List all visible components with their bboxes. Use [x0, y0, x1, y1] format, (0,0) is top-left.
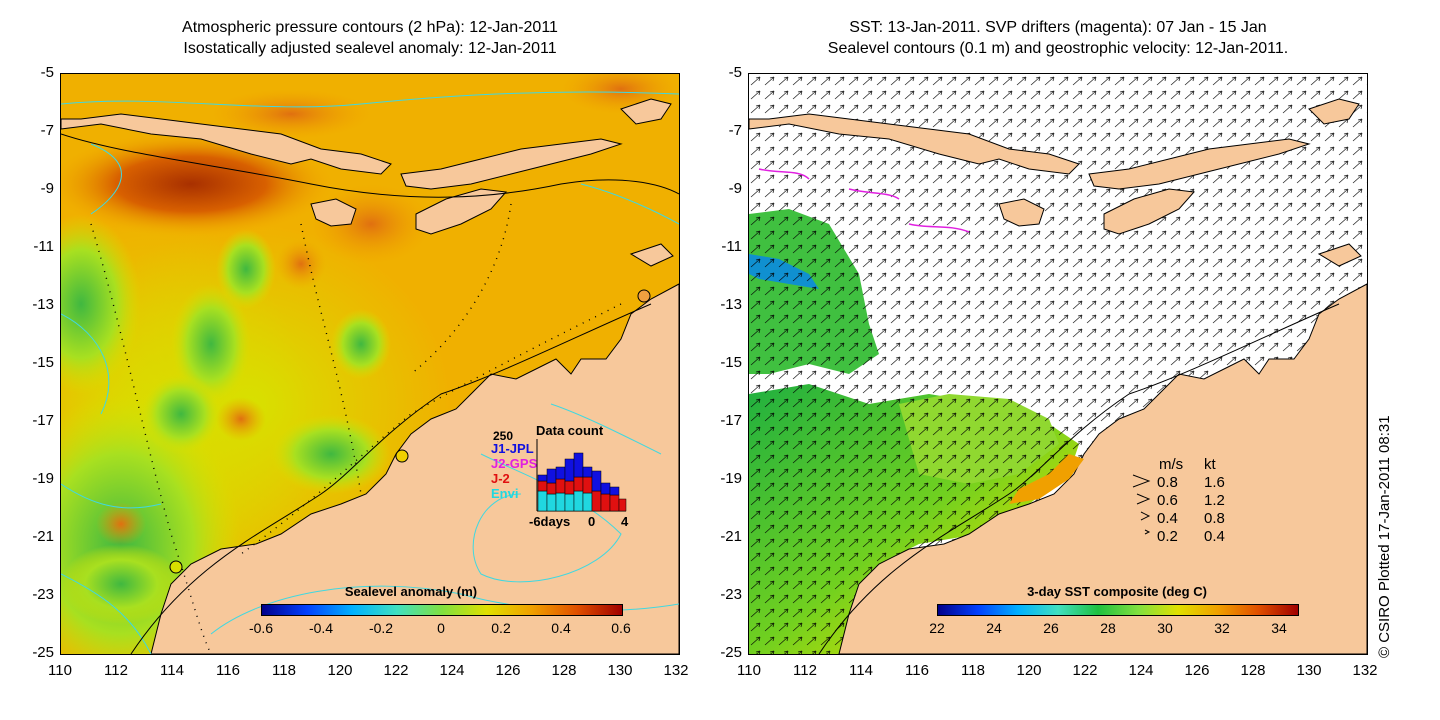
data-count-inset: Data count 250 J1-JPL J2-GPS J-2 Envi -6…: [491, 419, 641, 529]
left-xtick-9: 128: [551, 662, 577, 679]
inset-bars: [536, 439, 627, 512]
right-cbar-tick-6: 34: [1271, 620, 1287, 636]
right-title-line1: SST: 13-Jan-2011. SVP drifters (magenta)…: [849, 19, 1267, 36]
right-ytick-9: -23: [720, 586, 742, 603]
csiro-credit: © CSIRO Plotted 17-Jan-2011 08:31: [1376, 415, 1393, 658]
legend-ms-1: 0.6: [1157, 492, 1178, 509]
right-ytick-0: -5: [728, 64, 742, 81]
left-cbar-tick-3: 0: [437, 620, 445, 636]
left-ytick-8: -21: [32, 528, 54, 545]
right-ytick-2: -9: [728, 180, 742, 197]
right-xtick-4: 118: [961, 662, 985, 679]
right-xtick-6: 122: [1072, 662, 1098, 679]
right-ytick-8: -21: [720, 528, 742, 545]
sst-velocity-map[interactable]: m/s kt 0.8 1.6 0.6 1.2 0.4 0.8 0.2 0.4 3…: [748, 73, 1368, 655]
inset-max-label: 250: [493, 429, 514, 443]
velocity-legend: m/s kt 0.8 1.6 0.6 1.2 0.4 0.8 0.2 0.4: [1129, 454, 1239, 545]
right-ytick-6: -17: [720, 412, 742, 429]
left-xtick-4: 118: [272, 662, 296, 679]
inset-title: Data count: [536, 423, 604, 438]
legend-header-ms: m/s: [1159, 456, 1184, 473]
left-ytick-5: -15: [32, 354, 54, 371]
left-xtick-1: 112: [104, 662, 128, 679]
left-xtick-8: 126: [495, 662, 521, 679]
legend-kt-1: 1.2: [1204, 492, 1225, 509]
left-ytick-7: -19: [32, 470, 54, 487]
legend-header-kt: kt: [1204, 456, 1216, 473]
legend-ms-2: 0.4: [1157, 510, 1178, 527]
right-cbar-tick-2: 26: [1043, 620, 1059, 636]
left-xtick-3: 116: [216, 662, 240, 679]
right-xtick-9: 128: [1240, 662, 1266, 679]
right-colorbar-title: 3-day SST composite (deg C): [1027, 584, 1207, 599]
left-title-line1: Atmospheric pressure contours (2 hPa): 1…: [182, 19, 558, 36]
right-xtick-5: 120: [1016, 662, 1042, 679]
left-xtick-0: 110: [48, 662, 72, 679]
legend-ms-3: 0.2: [1157, 528, 1178, 545]
left-xtick-6: 122: [383, 662, 409, 679]
left-cbar-tick-2: -0.2: [368, 620, 394, 636]
left-xtick-5: 120: [327, 662, 353, 679]
right-cbar-tick-3: 28: [1100, 620, 1116, 636]
left-ytick-2: -9: [40, 180, 54, 197]
left-title-line2: Isostatically adjusted sealevel anomaly:…: [183, 40, 557, 57]
right-xtick-0: 110: [737, 662, 761, 679]
left-ytick-10: -25: [32, 644, 54, 661]
right-xtick-1: 112: [793, 662, 817, 679]
right-xtick-11: 132: [1352, 662, 1378, 679]
right-colorbar: [937, 604, 1299, 616]
right-ytick-7: -19: [720, 470, 742, 487]
left-colorbar-title: Sealevel anomaly (m): [344, 584, 478, 599]
right-xtick-8: 126: [1184, 662, 1210, 679]
inset-xlabel-end: 4: [621, 514, 629, 529]
right-cbar-tick-0: 22: [929, 620, 945, 636]
right-ytick-3: -11: [721, 238, 742, 255]
left-xtick-2: 114: [160, 662, 184, 679]
left-cbar-tick-5: 0.4: [551, 620, 571, 636]
legend-kt-0: 1.6: [1204, 474, 1225, 491]
right-ytick-4: -13: [720, 296, 742, 313]
left-cbar-tick-0: -0.6: [248, 620, 274, 636]
legend-kt-3: 0.4: [1204, 528, 1225, 545]
inset-xlabel-start: -6days: [529, 514, 571, 529]
inset-series-j1: J1-JPL: [491, 441, 534, 456]
right-title-line2: Sealevel contours (0.1 m) and geostrophi…: [827, 40, 1289, 57]
left-ytick-1: -7: [40, 122, 54, 139]
right-ytick-1: -7: [728, 122, 742, 139]
left-xtick-11: 132: [663, 662, 689, 679]
left-xtick-10: 130: [607, 662, 633, 679]
left-cbar-tick-1: -0.4: [308, 620, 334, 636]
inset-series-envi: Envi: [491, 486, 519, 501]
left-ytick-3: -11: [33, 238, 54, 255]
right-xtick-2: 114: [849, 662, 873, 679]
left-ytick-6: -17: [32, 412, 54, 429]
legend-ms-0: 0.8: [1157, 474, 1178, 491]
sealevel-anomaly-map[interactable]: Data count 250 J1-JPL J2-GPS J-2 Envi -6…: [60, 73, 680, 655]
left-xtick-7: 124: [439, 662, 465, 679]
left-cbar-tick-6: 0.6: [611, 620, 631, 636]
right-ytick-5: -15: [720, 354, 742, 371]
right-cbar-tick-5: 32: [1214, 620, 1230, 636]
right-xtick-10: 130: [1296, 662, 1322, 679]
left-ytick-4: -13: [32, 296, 54, 313]
right-ytick-10: -25: [720, 644, 742, 661]
inset-series-j2: J-2: [491, 471, 510, 486]
legend-kt-2: 0.8: [1204, 510, 1225, 527]
right-cbar-tick-1: 24: [986, 620, 1002, 636]
left-ytick-0: -5: [40, 64, 54, 81]
legend-arrows: [1132, 474, 1151, 535]
left-colorbar: [261, 604, 623, 616]
inset-series-j2gps: J2-GPS: [491, 456, 538, 471]
left-cbar-tick-4: 0.2: [491, 620, 511, 636]
left-ytick-9: -23: [32, 586, 54, 603]
right-xtick-3: 116: [905, 662, 929, 679]
right-xtick-7: 124: [1128, 662, 1154, 679]
right-cbar-tick-4: 30: [1157, 620, 1173, 636]
inset-xlabel-zero: 0: [588, 514, 596, 529]
